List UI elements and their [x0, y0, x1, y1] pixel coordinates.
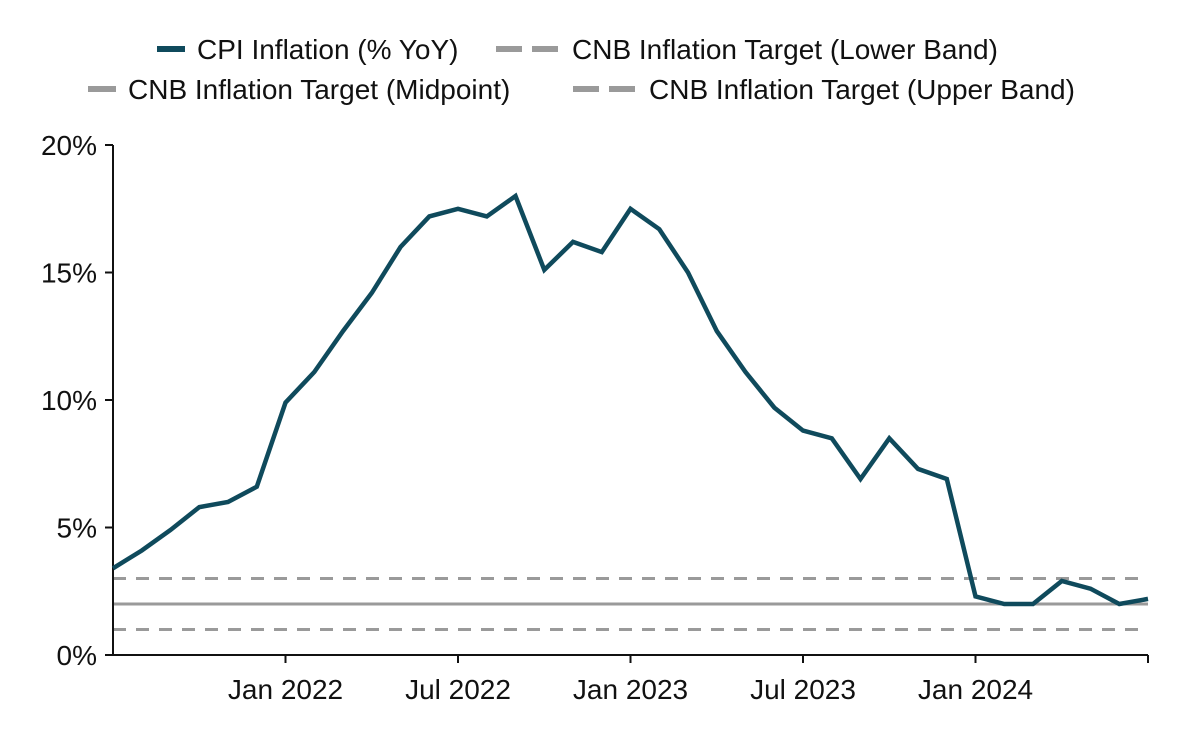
legend-label: CNB Inflation Target (Midpoint): [128, 74, 510, 105]
legend-label: CNB Inflation Target (Upper Band): [649, 74, 1075, 105]
series-line-0: [111, 192, 1149, 607]
y-tick-label: 5%: [57, 513, 97, 544]
x-tick-label: Jan 2023: [573, 674, 688, 705]
series-layer: [111, 192, 1149, 607]
x-tick-label: Jul 2022: [405, 674, 511, 705]
y-tick-label: 15%: [41, 258, 97, 289]
legend-item: CPI Inflation (% YoY): [157, 34, 458, 65]
x-tick-label: Jul 2023: [750, 674, 856, 705]
x-tick-label: Jan 2024: [918, 674, 1033, 705]
legend-label: CPI Inflation (% YoY): [197, 34, 458, 65]
target-lines: [113, 577, 1148, 631]
x-tick-label: Jan 2022: [228, 674, 343, 705]
legend-item: CNB Inflation Target (Lower Band): [496, 34, 998, 65]
legend-label: CNB Inflation Target (Lower Band): [572, 34, 998, 65]
y-tick-label: 10%: [41, 385, 97, 416]
axes: 0% 5% 10% 15% 20% Jan 2022 Jul 2022 Jan 2023 Jul…: [41, 130, 1149, 705]
legend-item: CNB Inflation Target (Midpoint): [88, 74, 510, 105]
legend: CPI Inflation (% YoY) CNB Inflation Targe…: [88, 34, 1075, 105]
legend-item: CNB Inflation Target (Upper Band): [573, 74, 1075, 105]
y-tick-label: 20%: [41, 130, 97, 161]
y-tick-label: 0%: [57, 640, 97, 671]
